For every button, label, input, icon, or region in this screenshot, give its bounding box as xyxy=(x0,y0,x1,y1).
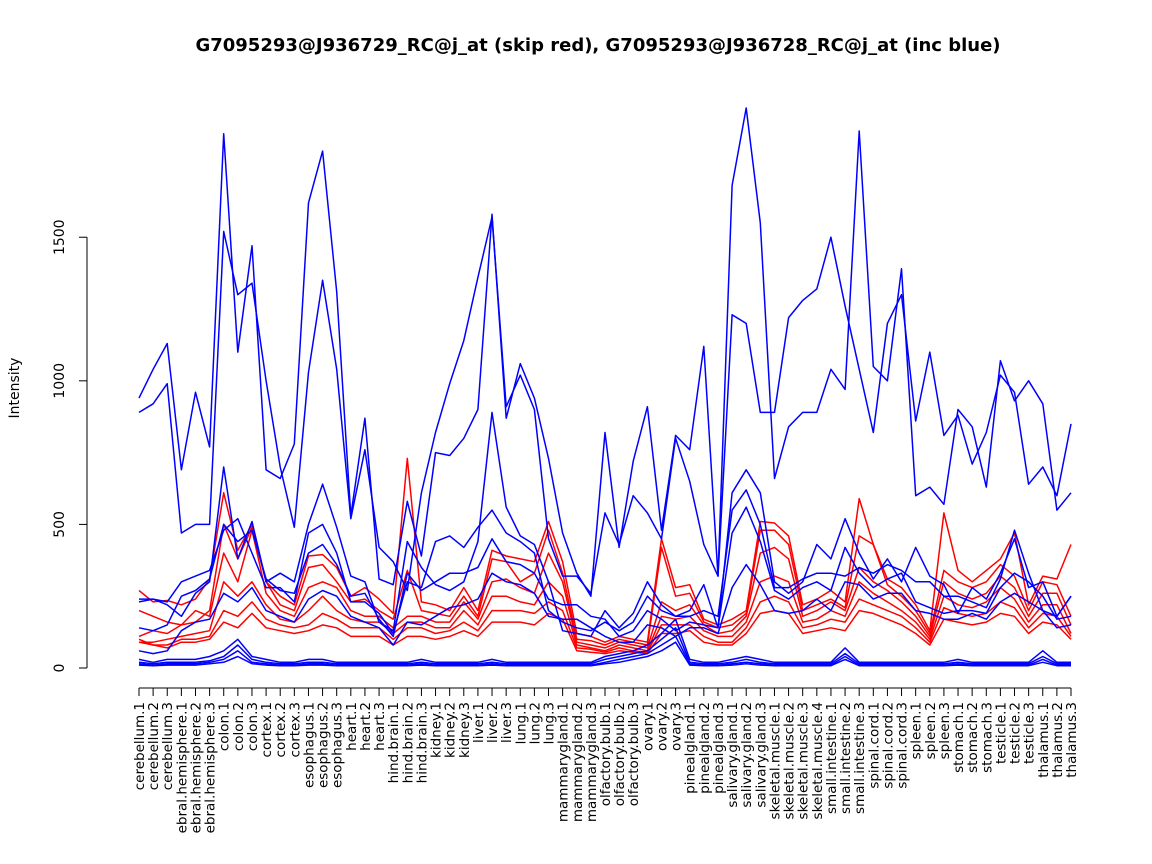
series-line-6 xyxy=(138,609,1072,655)
x-tick-label: cerebellum.2 xyxy=(146,702,162,790)
x-tick-label: spinal.cord.3 xyxy=(895,702,911,789)
x-tick-label: skeletal.muscle.1 xyxy=(768,702,784,819)
y-tick-label: 0 xyxy=(52,664,68,673)
x-tick-label: liver.1 xyxy=(471,702,487,743)
plot-area xyxy=(138,107,1072,667)
series-line-9 xyxy=(139,411,1072,638)
x-tick-label: mammarygland.1 xyxy=(556,702,572,822)
x-tick-label: testicle.3 xyxy=(1022,702,1038,764)
x-tick-label: spinal.cord.2 xyxy=(880,702,896,789)
x-tick-label: skeletal.muscle.3 xyxy=(796,702,812,819)
series-line-1 xyxy=(138,457,1072,643)
x-tick-label: olfactory.bulb.1 xyxy=(598,702,614,806)
x-tick-label: cortex.1 xyxy=(259,702,275,757)
x-tick-label: mammarygland.3 xyxy=(584,702,600,822)
series-line-14 xyxy=(138,627,1071,665)
x-tick-label: heart.3 xyxy=(372,702,388,751)
x-tick-label: cerebellum.3 xyxy=(160,702,176,790)
x-tick-label: esophagus.2 xyxy=(316,702,332,788)
x-tick-label: thalamus.1 xyxy=(1036,702,1052,778)
series-line-11 xyxy=(138,506,1072,638)
y-axis: 0 500 1000 1500 xyxy=(52,219,88,673)
x-tick-label: ebral.hemisphere.2 xyxy=(189,702,205,833)
x-tick-label: stomach.2 xyxy=(965,702,981,773)
x-tick-label: olfactory.bulb.2 xyxy=(612,702,628,806)
x-tick-label: testicle.2 xyxy=(1008,702,1024,764)
x-tick-label: thalamus.3 xyxy=(1064,702,1080,778)
x-tick-label: pinealgland.2 xyxy=(697,702,713,794)
x-tick-label: testicle.1 xyxy=(993,702,1009,764)
x-tick-label: heart.2 xyxy=(358,702,374,751)
y-tick-label: 500 xyxy=(52,511,68,538)
chart-title: G7095293@J936729_RC@j_at (skip red), G70… xyxy=(195,35,1000,56)
x-tick-label: ebral.hemisphere.1 xyxy=(174,702,190,833)
x-tick-label: lung.2 xyxy=(527,702,543,744)
x-tick-label: cortex.2 xyxy=(273,702,289,757)
y-axis-label: Intensity xyxy=(7,358,23,419)
x-tick-label: ebral.hemisphere.3 xyxy=(203,702,219,833)
x-tick-label: ovary.3 xyxy=(669,702,685,751)
x-tick-label: small.intestine.3 xyxy=(852,702,868,814)
x-tick-label: salivary.gland.2 xyxy=(739,702,755,808)
x-tick-label: stomach.1 xyxy=(951,702,967,773)
x-tick-label: spleen.3 xyxy=(937,702,953,759)
x-tick-label: cortex.3 xyxy=(287,702,303,757)
x-tick-label: ovary.1 xyxy=(640,702,656,751)
x-tick-label: kidney.1 xyxy=(429,702,445,758)
x-tick-label: hind.brain.2 xyxy=(400,702,416,783)
x-tick-label: skeletal.muscle.4 xyxy=(810,702,826,819)
x-tick-label: hind.brain.3 xyxy=(414,702,430,783)
x-tick-label: cerebellum.1 xyxy=(132,702,148,790)
x-tick-label: thalamus.2 xyxy=(1050,702,1066,778)
x-tick-label: salivary.gland.1 xyxy=(725,702,741,808)
y-tick-label: 1500 xyxy=(52,219,68,255)
x-tick-label: olfactory.bulb.3 xyxy=(626,702,642,806)
x-tick-label: spleen.2 xyxy=(923,702,939,759)
series-line-16 xyxy=(138,641,1071,667)
x-tick-label: kidney.3 xyxy=(457,702,473,758)
x-tick-label: pinealgland.3 xyxy=(711,702,727,794)
x-tick-label: pinealgland.1 xyxy=(683,702,699,794)
x-tick-label: colon.2 xyxy=(231,702,247,751)
x-tick-label: liver.3 xyxy=(499,702,515,743)
x-tick-label: heart.1 xyxy=(344,702,360,751)
series-line-10 xyxy=(138,489,1072,635)
x-tick-label: spleen.1 xyxy=(909,702,925,759)
x-tick-label: lung.3 xyxy=(542,702,558,744)
x-tick-label: spinal.cord.1 xyxy=(866,702,882,789)
x-tick-label: mammarygland.2 xyxy=(570,702,586,822)
x-tick-label: salivary.gland.3 xyxy=(753,702,769,808)
x-tick-label: kidney.2 xyxy=(443,702,459,758)
series-line-2 xyxy=(138,523,1072,646)
x-tick-label: colon.1 xyxy=(217,702,233,751)
series-line-8 xyxy=(138,216,1072,595)
x-tick-label: esophagus.3 xyxy=(330,702,346,788)
series-line-13 xyxy=(138,618,1071,664)
series-line-3 xyxy=(138,529,1072,649)
x-tick-label: liver.2 xyxy=(485,702,501,743)
x-tick-label: stomach.3 xyxy=(979,702,995,773)
x-tick-label: hind.brain.1 xyxy=(386,702,402,783)
x-tick-label: lung.1 xyxy=(513,702,529,744)
x-tick-label: skeletal.muscle.2 xyxy=(782,702,798,819)
series-line-5 xyxy=(138,595,1072,653)
x-axis: cerebellum.1cerebellum.2cerebellum.3ebra… xyxy=(132,687,1080,833)
x-tick-label: small.intestine.1 xyxy=(824,702,840,814)
y-tick-label: 1000 xyxy=(52,363,68,399)
x-tick-label: colon.3 xyxy=(245,702,261,751)
x-tick-label: ovary.2 xyxy=(655,702,671,751)
series-line-7 xyxy=(138,107,1072,597)
series-line-12 xyxy=(138,563,1072,655)
x-tick-label: esophagus.1 xyxy=(302,702,318,788)
x-tick-label: small.intestine.2 xyxy=(838,702,854,814)
